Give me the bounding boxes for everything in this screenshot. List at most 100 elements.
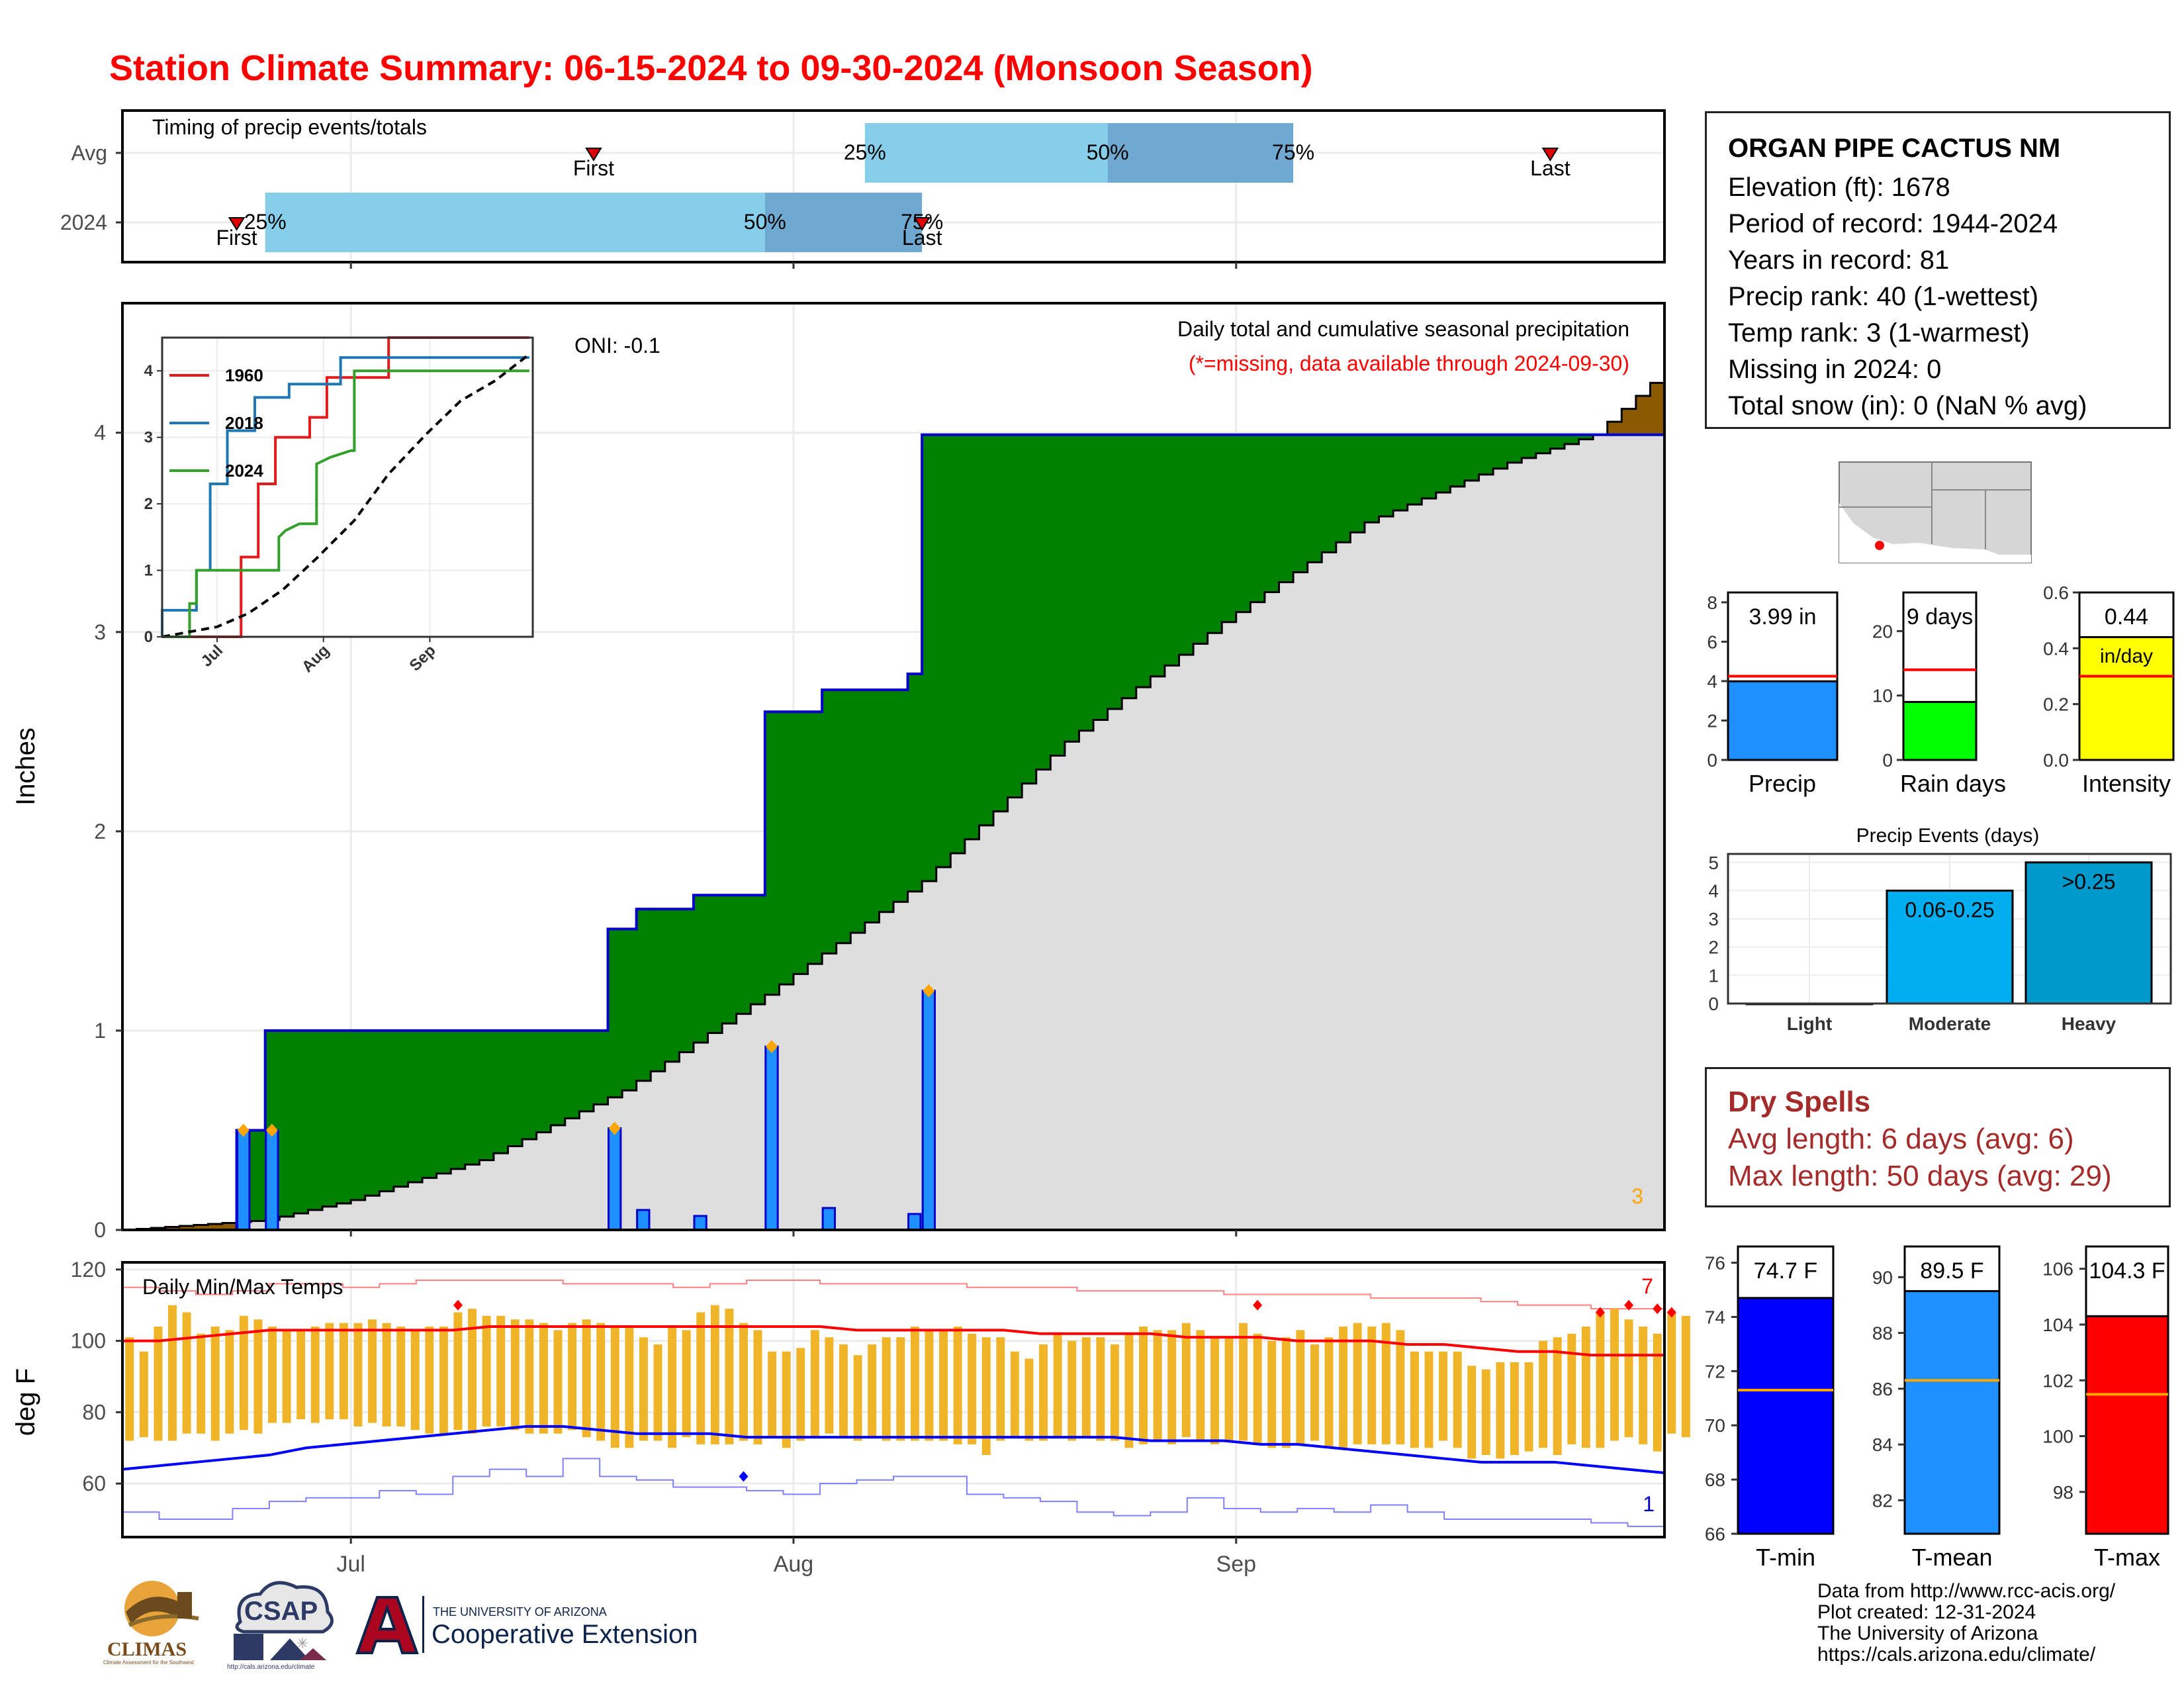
dry-spells-box: Dry Spells Avg length: 6 days (avg: 6) M… [1705,1067,2171,1207]
precip-total-ytick-label: 6 [1707,632,1717,652]
above-normal-fill [1350,434,1365,533]
observed-cumulative-line [122,433,1664,1231]
csap-logo: ✳ CSAP http://cals.arizona.edu/climate [227,1575,340,1675]
tmax-ytick-label: 106 [2042,1259,2073,1280]
record-high-marker [1253,1299,1263,1311]
inset-legend-label: 2024 [225,461,263,481]
main-note: Daily total and cumulative seasonal prec… [1177,317,1629,341]
temp-ytick-label: 80 [82,1400,106,1424]
tmin-ytick-label: 74 [1705,1307,1725,1327]
above-normal-fill [536,1030,551,1133]
main-corner-count: 3 [1631,1184,1643,1208]
daily-temp-range-bar [296,1330,306,1420]
main-ytick-label: 4 [94,421,106,445]
above-normal-fill [579,1030,594,1111]
above-normal-fill [793,712,809,974]
daily-temp-range-bar [1124,1333,1134,1448]
ua-cooperative-extension-logo: THE UNIVERSITY OF ARIZONA Cooperative Ex… [351,1592,721,1658]
temp-xtick-label: Sep [1216,1552,1257,1577]
ua-logo-small-text: THE UNIVERSITY OF ARIZONA [433,1605,607,1618]
daily-temp-range-bar [1296,1330,1305,1444]
daily-temp-range-bar [410,1330,420,1430]
events-bar-label: 0.06-0.25 [1905,898,1994,921]
last-event-label: Last [902,226,942,250]
above-normal-fill [1479,434,1494,475]
daily-temp-range-bar [1639,1327,1648,1444]
daily-temp-range-bar [710,1305,719,1444]
record-marker [265,1123,278,1137]
below-normal-fill [1621,408,1637,435]
daily-temp-range-bar [525,1319,534,1434]
above-normal-fill [1250,434,1265,602]
daily-temp-range-bar [568,1323,577,1430]
above-normal-fill [964,434,980,839]
station-info-box: ORGAN PIPE CACTUS NM Elevation (ft): 167… [1705,111,2171,429]
dry-spells-avg: Avg length: 6 days (avg: 6) [1728,1123,2074,1155]
above-normal-fill [422,1030,437,1178]
daily-temp-range-bar [1267,1340,1277,1448]
tmean-value-label: 89.5 F [1920,1258,1983,1284]
precip-total-category-label: Precip [1749,770,1816,797]
daily-temp-range-bar [725,1309,734,1444]
main-ytick-label: 2 [94,820,106,843]
oni-label: ONI: -0.1 [574,334,660,357]
above-normal-fill [336,1030,351,1203]
inset-series-2024 [162,369,529,638]
normal-cumulative-line [122,381,1664,1231]
daily-temp-range-bar [682,1330,691,1438]
timing-bar-50-75 [1107,123,1294,183]
main-ytick-label: 1 [94,1019,106,1043]
below-normal-fill [1635,396,1651,435]
record-low-marker [739,1471,749,1482]
intensity-value-label: 0.44 [2105,604,2148,630]
inset-panel-bg [162,338,533,637]
intensity-bar [2078,635,2175,761]
daily-temp-range-bar [1596,1312,1605,1448]
daily-temp-range-bar [610,1327,619,1448]
daily-temp-range-bar [896,1337,905,1441]
main-ytick-label: 3 [94,620,106,644]
temp-xtick-label: Jul [336,1552,365,1577]
record-max-line [122,1279,1665,1313]
daily-temp-range-bar [1081,1337,1091,1438]
above-normal-fill [1107,434,1122,709]
above-normal-fill [1193,434,1208,644]
daily-temp-range-bar [1339,1327,1348,1448]
footer-line: Data from http://www.rcc-acis.org/ [1817,1580,2116,1602]
tmean-ytick-label: 86 [1872,1379,1893,1399]
above-normal-fill [1036,434,1051,770]
tmin-ytick-label: 68 [1705,1470,1725,1490]
daily-temp-range-bar [1539,1340,1548,1448]
timing-bar-50-75 [764,193,923,252]
above-normal-fill [1379,434,1394,517]
record-marker [923,984,935,998]
daily-temp-range-bar [168,1305,177,1441]
above-normal-fill [1222,434,1237,622]
intensity-ytick-label: 0.0 [2043,750,2069,771]
events-ytick-label: 3 [1708,909,1719,929]
daily-precip-bar [764,1045,779,1231]
daily-temp-range-bar [1224,1337,1234,1441]
daily-temp-range-bar [910,1327,919,1441]
precip-total-ytick-label: 2 [1707,710,1717,731]
inset-ytick-label: 1 [144,562,153,580]
station-line: Temp rank: 3 (1-warmest) [1728,318,2030,348]
station-line: Precip rank: 40 (1-wettest) [1728,282,2039,311]
avg-min-temp-line [122,1425,1665,1474]
above-normal-fill [1122,434,1137,698]
daily-temp-range-bar [496,1315,506,1427]
station-line: Period of record: 1944-2024 [1728,209,2058,238]
timing-bar-25-50 [265,193,765,252]
temp-ytick-label: 120 [71,1258,106,1282]
events-category-label: Moderate [1909,1013,1991,1034]
daily-temp-range-bar [1553,1337,1562,1456]
daily-temp-range-bar [1453,1351,1462,1448]
daily-temp-range-bar [368,1319,377,1423]
temp-panel-title: Daily Min/Max Temps [142,1275,343,1299]
timing-label-50: 50% [744,210,786,234]
tmean-category-label: T-mean [1911,1544,1992,1571]
footer-line: Plot created: 12-31-2024 [1817,1601,2036,1623]
temp-panel-border [121,1261,1666,1538]
daily-temp-range-bar [197,1333,206,1434]
chart-title: Station Climate Summary: 06-15-2024 to 0… [109,48,1313,88]
